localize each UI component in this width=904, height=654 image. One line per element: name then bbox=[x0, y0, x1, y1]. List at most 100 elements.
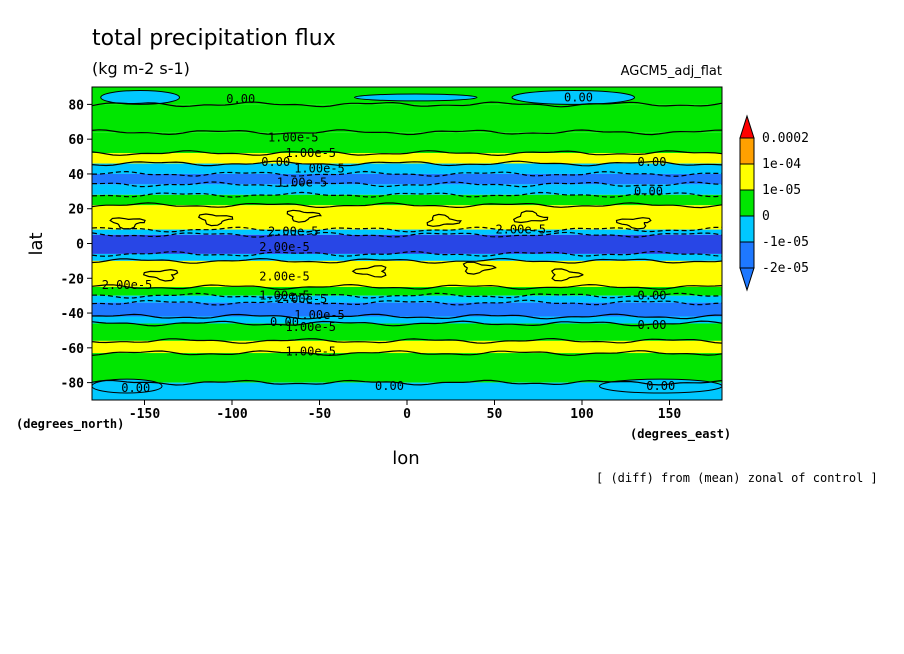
x-tick-label-1: -100 bbox=[216, 407, 247, 422]
diff-note: [ (diff) from (mean) zonal of control ] bbox=[596, 471, 878, 485]
zonal-band-5 bbox=[92, 173, 722, 185]
contour-label-15: 2.00e-5 bbox=[277, 292, 328, 306]
zonal-band-8 bbox=[92, 205, 722, 230]
zonal-band-10 bbox=[92, 234, 722, 254]
contour-line-0 bbox=[91, 101, 723, 108]
contour-line-8 bbox=[91, 226, 723, 233]
x-tick-label-3: 0 bbox=[403, 407, 411, 422]
contour-line-16 bbox=[91, 320, 723, 327]
contour-line-18 bbox=[91, 350, 723, 357]
zonal-band-20 bbox=[92, 382, 722, 400]
x-tick-label-6: 150 bbox=[658, 407, 682, 422]
contour-label-12: 2.00e-5 bbox=[259, 270, 310, 284]
zonal-band-7 bbox=[92, 194, 722, 206]
colorbar-label-3: 0 bbox=[762, 209, 770, 224]
patch-1 bbox=[354, 93, 478, 102]
contour-line-17 bbox=[91, 337, 723, 344]
contour-label-9: 2.00e-5 bbox=[495, 223, 546, 237]
contour-blob-6 bbox=[142, 268, 179, 282]
contour-label-5: 1.00e-5 bbox=[294, 162, 345, 176]
y-tick-label-3: 20 bbox=[68, 203, 84, 218]
y-tick-label-6: -40 bbox=[61, 307, 85, 322]
contour-line-5 bbox=[92, 181, 723, 188]
y-tick-label-0: 80 bbox=[68, 98, 84, 113]
contour-line-10 bbox=[91, 250, 723, 257]
contour-line-1 bbox=[91, 129, 723, 136]
zonal-band-1 bbox=[92, 104, 722, 133]
zonal-band-16 bbox=[92, 316, 722, 324]
contour-line-11 bbox=[91, 257, 723, 264]
chart-title: total precipitation flux bbox=[92, 26, 336, 51]
contour-line-9 bbox=[91, 231, 723, 238]
contour-label-0: 0.00 bbox=[226, 92, 255, 106]
colorbar-label-5: -2e-05 bbox=[762, 261, 809, 276]
zonal-band-15 bbox=[92, 302, 722, 317]
contour-line-4 bbox=[92, 170, 722, 177]
contour-label-19: 0.00 bbox=[638, 318, 667, 332]
contour-line-13 bbox=[91, 292, 723, 299]
colorbar-swatch-1 bbox=[739, 163, 755, 191]
contour-label-4: 0.00 bbox=[261, 155, 290, 169]
zonal-band-19 bbox=[92, 353, 722, 383]
colorbar-bottom-arrow bbox=[739, 267, 755, 292]
contour-label-23: 0.00 bbox=[121, 381, 150, 395]
contour-label-7: 1.00e-5 bbox=[277, 176, 328, 190]
contour-label-2: 1.00e-5 bbox=[268, 130, 319, 144]
contour-line-14 bbox=[91, 299, 723, 306]
colorbar-swatch-4 bbox=[739, 241, 755, 269]
contour-line-3 bbox=[91, 160, 723, 167]
contour-label-18: 1.00e-5 bbox=[285, 320, 336, 334]
zonal-band-6 bbox=[92, 184, 722, 195]
patch-2 bbox=[511, 89, 635, 105]
contour-label-14: 1.00e-5 bbox=[259, 289, 310, 303]
plot-area: 0.00 0.001.00e-51.00e-50.00 1.00e-5 0.001.0… bbox=[91, 86, 723, 401]
chart-subtitle: (kg m-2 s-1) bbox=[92, 59, 190, 78]
contour-label-22: 0.00 bbox=[375, 379, 404, 393]
contour-lines-layer bbox=[91, 101, 723, 386]
y-axis-label: lat bbox=[26, 232, 47, 255]
y-axis-ticks: 80 60 40 20 0 -20 -40 -60 -80 bbox=[61, 98, 92, 392]
y-tick-label-1: 60 bbox=[68, 133, 84, 148]
contour-label-17: 0.00 bbox=[270, 315, 299, 329]
zonal-band-17 bbox=[92, 323, 722, 341]
contour-label-6: 0.00 bbox=[638, 155, 667, 169]
y-tick-label-8: -80 bbox=[61, 377, 85, 392]
contour-blob-2 bbox=[286, 209, 322, 223]
x-tick-label-4: 50 bbox=[487, 407, 503, 422]
x-tick-label-0: -150 bbox=[129, 407, 160, 422]
contour-label-13: 2.00e-5 bbox=[102, 278, 153, 292]
contour-blob-4 bbox=[512, 210, 549, 224]
contour-line-2 bbox=[91, 150, 723, 157]
colorbar-label-1: 1e-04 bbox=[762, 157, 801, 172]
contour-label-21: 1.00e-5 bbox=[285, 344, 336, 358]
x-axis-label: lon bbox=[392, 448, 419, 469]
contour-blob-0 bbox=[109, 217, 146, 230]
contour-line-7 bbox=[91, 202, 723, 209]
contour-label-24: 0.00 bbox=[646, 379, 675, 393]
contour-blob-7 bbox=[351, 265, 387, 278]
colorbar-swatch-2 bbox=[739, 189, 755, 217]
contour-label-1: 0.00 bbox=[564, 90, 593, 104]
contour-blob-3 bbox=[426, 213, 462, 227]
colorbar-swatch-0 bbox=[739, 137, 755, 165]
zonal-band-12 bbox=[92, 260, 722, 287]
x-axis-ticks: -150 -100 -50 0 50 100 150 bbox=[129, 400, 682, 422]
x-tick-label-2: -50 bbox=[308, 407, 332, 422]
contour-label-10: 2.00e-5 bbox=[268, 224, 319, 238]
contour-label-3: 1.00e-5 bbox=[285, 146, 336, 160]
contour-label-8: 0.00 bbox=[634, 184, 663, 198]
contour-line-12 bbox=[91, 283, 723, 290]
y-unit-label: (degrees_north) bbox=[16, 417, 124, 432]
y-tick-label-5: -20 bbox=[61, 272, 85, 287]
y-tick-label-2: 40 bbox=[68, 168, 84, 183]
run-label: AGCM5_adj_flat bbox=[621, 64, 722, 79]
zonal-band-13 bbox=[92, 286, 722, 296]
contour-line-15 bbox=[91, 313, 723, 320]
y-tick-label-7: -60 bbox=[61, 342, 85, 357]
contour-label-20: 0.00 bbox=[638, 289, 667, 303]
colorbar-top-arrow bbox=[739, 114, 755, 139]
zonal-band-4 bbox=[92, 163, 722, 174]
contour-label-11: 2.00e-5 bbox=[259, 240, 310, 254]
contour-label-16: 1.00e-5 bbox=[294, 308, 345, 322]
